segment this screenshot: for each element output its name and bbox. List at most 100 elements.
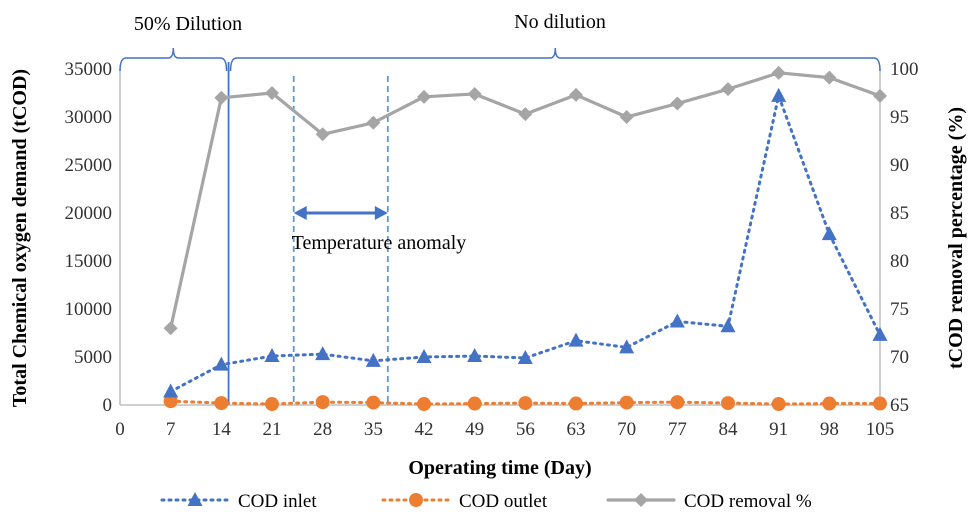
y-tick-label: 20000 (65, 203, 113, 224)
y2-tick-label: 80 (890, 251, 909, 272)
y-tick-label: 5000 (74, 347, 112, 368)
series-group (163, 65, 888, 412)
cod-removal-point (366, 115, 381, 130)
y2-tick-label: 90 (890, 155, 909, 176)
y-tick-label: 15000 (65, 251, 113, 272)
cod-inlet-point (315, 346, 331, 361)
cod-outlet-point (569, 396, 583, 411)
cod-inlet-point (213, 356, 229, 371)
legend-cod-removal-label: COD removal % (684, 491, 812, 512)
cod-removal-point (873, 88, 887, 103)
y-tick-label: 30000 (65, 107, 113, 128)
x-tick-label: 98 (820, 419, 839, 440)
x-tick-label: 0 (115, 419, 125, 440)
x-tick-label: 105 (866, 419, 895, 440)
cod-removal-point (417, 89, 431, 104)
anomaly-arrow-left-head (293, 206, 307, 220)
cod-outlet-point (822, 396, 837, 411)
cod-outlet-point (518, 396, 533, 411)
y-axis-title: Total Chemical oxygen demand (tCOD) (9, 69, 31, 407)
cod-outlet-point (366, 395, 381, 410)
cod-removal-point (163, 321, 178, 336)
no-dilution-label: No dilution (514, 11, 606, 33)
y2-axis-title: tCOD removal percentage (%) (945, 107, 967, 369)
y2-tick-label: 95 (890, 107, 909, 128)
cod-inlet-point (416, 349, 432, 363)
legend-cod-outlet-label: COD outlet (459, 491, 548, 512)
cod-removal-point (569, 87, 583, 102)
cod-inlet-point (467, 348, 483, 363)
cod-inlet-point (720, 318, 736, 333)
dilution-label: 50% Dilution (134, 13, 242, 35)
no-dilution-bracket (229, 47, 881, 72)
cod-removal-point (265, 86, 279, 100)
dilution-bracket (119, 47, 228, 72)
x-axis-title: Operating time (Day) (408, 457, 591, 479)
cod-inlet-point (365, 352, 381, 367)
y-tick-label: 0 (103, 395, 113, 416)
anomaly-arrow-right-head (374, 206, 388, 220)
cod-removal-point (315, 127, 330, 142)
cod-outlet-point (619, 395, 634, 410)
x-tick-label: 56 (516, 419, 535, 440)
cod-outlet-point (265, 397, 279, 412)
legend-cod-inlet-marker (187, 492, 203, 506)
cod-outlet-point (214, 396, 229, 411)
cod-outlet-point (771, 397, 786, 412)
cod-inlet-point (517, 349, 533, 364)
anomaly-label: Temperature anomaly (292, 232, 467, 254)
y2-tick-label: 85 (890, 203, 909, 224)
cod-removal-point (670, 96, 685, 111)
legend-cod-inlet-label: COD inlet (238, 491, 317, 512)
cod-removal-point (619, 110, 634, 124)
cod-removal-point (721, 82, 735, 97)
y2-tick-label: 70 (890, 347, 909, 368)
x-tick-label: 49 (465, 419, 484, 440)
cod-outlet-point (417, 397, 431, 412)
legend-cod-removal-marker (634, 493, 648, 507)
x-tick-label: 91 (769, 419, 788, 440)
x-tick-label: 7 (166, 419, 176, 440)
cod-removal-point (467, 86, 482, 101)
x-tick-label: 28 (313, 419, 332, 440)
axes-group: 0 7 14 21 28 35 42 49 56 63 70 77 84 91 98 105 0 5000 1000… (65, 59, 919, 440)
x-tick-label: 21 (263, 419, 282, 440)
x-tick-label: 77 (668, 419, 687, 440)
x-tick-label: 42 (415, 419, 434, 440)
cod-inlet-point (872, 326, 888, 341)
cod-outlet-point (467, 396, 482, 411)
cod-removal-point (518, 107, 533, 122)
x-tick-label: 70 (617, 419, 636, 440)
x-tick-label: 14 (212, 419, 232, 440)
cod-outlet-point (721, 396, 735, 411)
cod-outlet-point (670, 395, 685, 410)
y-tick-label: 10000 (65, 299, 113, 320)
x-tick-label: 35 (364, 419, 383, 440)
x-tick-label: 63 (567, 419, 586, 440)
cod-inlet-point (568, 332, 584, 347)
cod-inlet-point (163, 383, 179, 398)
cod-removal-point (214, 90, 229, 105)
cod-outlet-point (315, 395, 330, 410)
cod-removal-point (771, 65, 786, 80)
cod-inlet-point (619, 339, 635, 354)
cod-inlet-point (771, 87, 787, 102)
cod-outlet-line (169, 399, 882, 406)
cod-outlet-point (163, 394, 178, 409)
annotations-group: 50% Dilution No dilution Temperature anoma… (119, 11, 881, 405)
y2-tick-label: 100 (890, 59, 919, 80)
legend-cod-outlet-marker (409, 493, 423, 507)
cod-inlet-point (264, 348, 280, 363)
y-tick-label: 35000 (65, 59, 113, 80)
x-tick-label: 84 (719, 419, 739, 440)
cod-outlet-point (873, 396, 887, 411)
y2-tick-label: 65 (890, 395, 909, 416)
cod-inlet-point (821, 226, 837, 241)
y-tick-label: 25000 (65, 155, 113, 176)
legend: COD inlet COD outlet COD removal % (160, 491, 812, 512)
y2-tick-label: 75 (890, 299, 909, 320)
cod-inlet-point (669, 313, 685, 328)
cod-removal-point (822, 70, 837, 85)
